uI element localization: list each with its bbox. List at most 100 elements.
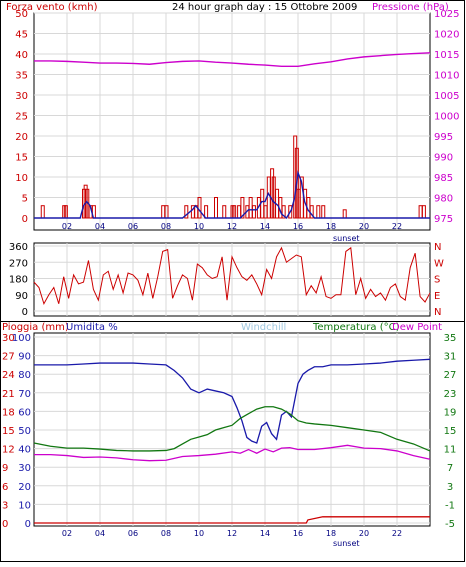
humidity-tick-label: 40 [18,445,31,456]
compass-tick-label: N [434,307,441,318]
windchill-legend: Windchill [241,322,286,333]
wind-direction-line [33,246,431,306]
direction-grid [34,243,430,316]
wind-tick-label: 15 [15,153,28,164]
rain-tick-label: 24 [2,370,15,381]
hour-tick-label: 04 [95,222,105,231]
wind-tick-label: 25 [15,112,28,123]
hour-tick-label: 04 [95,529,105,538]
wind-speed-bar [251,205,256,219]
pressure-tick-label: 980 [434,194,453,205]
rain-tick-label: 18 [2,407,15,418]
hour-tick-label: 12 [227,222,237,231]
sunset-label-bottom: sunset [333,539,360,548]
rain-tick-label: 6 [2,482,8,493]
pressure-tick-label: 995 [434,132,453,143]
humidity-tick-label: 50 [18,426,31,437]
humidity-tick-label: 70 [18,389,31,400]
humidity-line [34,358,431,444]
pressure-tick-label: 1000 [434,112,459,123]
wind-tick-label: 45 [15,30,28,41]
compass-tick-label: S [434,275,440,286]
direction-tick-label: 180 [9,275,28,286]
temperature-tick-label: 11 [444,445,457,456]
hour-tick-label: 14 [260,529,270,538]
temperature-tick-label: -1 [445,500,455,511]
direction-y-axis: 0 90 180 270 360 [9,242,28,318]
hour-tick-label: 20 [359,529,369,538]
compass-tick-label: N [434,242,441,253]
wind-speed-bar [288,205,293,219]
pressure-tick-label: 975 [434,214,453,225]
pressure-tick-label: 1010 [434,71,459,82]
wind-data [34,52,431,220]
temperature-y-axis: -5 -1 3 7 11 15 19 23 27 31 35 [444,333,457,530]
climate-grid [34,333,430,526]
rain-y-axis: 0 3 6 9 12 15 18 21 24 27 30 [2,333,15,530]
pressure-axis-label: Pressione (hPa) [372,2,449,13]
wind-speed-bar [281,205,286,219]
climate-x-axis: 02 04 06 08 10 12 14 16 18 20 22 [62,529,402,538]
humidity-tick-label: 20 [18,482,31,493]
wind-tick-label: 10 [15,173,28,184]
hour-tick-label: 02 [62,529,72,538]
temperature-tick-label: 19 [444,407,457,418]
wind-tick-label: 0 [22,214,28,225]
climate-data [33,358,431,524]
rain-tick-label: 3 [2,500,8,511]
rain-tick-label: 12 [2,445,15,456]
humidity-tick-label: 90 [18,352,31,363]
rain-tick-label: 15 [2,426,15,437]
hour-tick-label: 22 [392,529,402,538]
hour-tick-label: 02 [62,222,72,231]
temperature-axis-label: Temperatura (°C) [312,322,400,333]
temperature-line [33,406,431,452]
humidity-tick-label: 10 [18,500,31,511]
humidity-tick-label: 60 [18,407,31,418]
hour-tick-label: 06 [128,222,138,231]
hour-tick-label: 18 [326,529,336,538]
compass-tick-label: E [434,291,440,302]
direction-tick-label: 360 [9,242,28,253]
rain-tick-label: 21 [2,389,15,400]
humidity-tick-label: 0 [25,519,31,530]
pressure-tick-label: 985 [434,173,453,184]
wind-speed-bar [240,197,245,219]
pressure-line [34,52,431,68]
hour-tick-label: 20 [359,222,369,231]
rain-tick-label: 9 [2,463,8,474]
humidity-tick-label: 80 [18,370,31,381]
temperature-tick-label: 31 [444,352,457,363]
pressure-tick-label: 990 [434,153,453,164]
hour-tick-label: 18 [326,222,336,231]
direction-tick-label: 0 [22,307,28,318]
pressure-tick-label: 1005 [434,91,459,102]
wind-tick-label: 5 [22,194,28,205]
hour-tick-label: 06 [128,529,138,538]
compass-tick-label: W [434,258,444,269]
rain-tick-label: 27 [2,352,15,363]
rain-tick-label: 30 [2,333,15,344]
wind-y-axis: 0 5 10 15 20 25 30 35 40 45 50 [15,9,28,225]
temperature-tick-label: 23 [444,389,457,400]
sunset-label-top: sunset [333,234,360,243]
dewpoint-line [34,444,431,462]
hour-tick-label: 10 [194,529,204,538]
hour-tick-label: 12 [227,529,237,538]
wind-x-axis: 02 04 06 08 10 12 14 16 18 20 22 [62,222,402,231]
hour-tick-label: 08 [161,222,171,231]
wind-axis-label: Forza vento (kmh) [6,2,98,13]
temperature-tick-label: 3 [447,482,453,493]
wind-tick-label: 40 [15,50,28,61]
temperature-tick-label: 7 [447,463,453,474]
rain-axis-label: Pioggia (mm) [2,322,69,333]
pressure-tick-label: 1015 [434,50,459,61]
temperature-tick-label: 15 [444,426,457,437]
pressure-tick-label: 1025 [434,9,459,20]
dewpoint-axis-label: Dew Point [392,322,442,333]
hour-tick-label: 22 [392,222,402,231]
direction-data [33,246,431,306]
